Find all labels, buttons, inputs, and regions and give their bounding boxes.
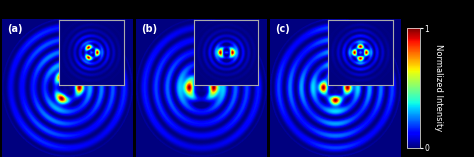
Text: are compared to the analytical results (shown within the insets) and are all fou: are compared to the analytical results (… (2, 5, 462, 14)
Text: (a): (a) (7, 24, 23, 34)
Text: (c): (c) (275, 24, 290, 34)
Y-axis label: Normalized Intensity: Normalized Intensity (434, 44, 443, 132)
Text: (b): (b) (141, 24, 157, 34)
